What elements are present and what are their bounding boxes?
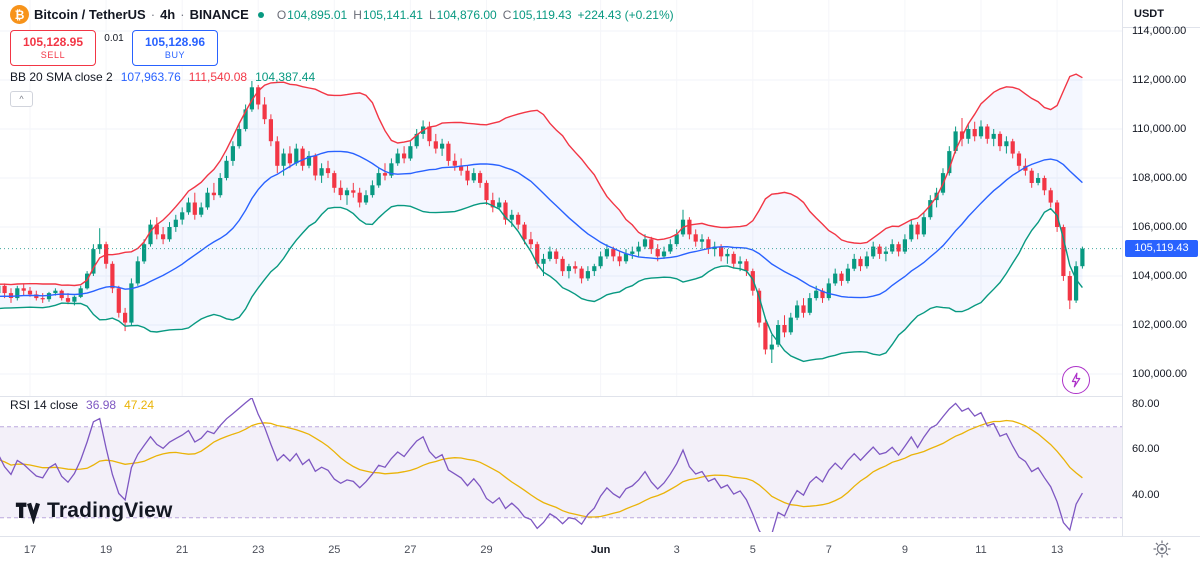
lightning-bolt-icon — [1071, 372, 1081, 388]
price-axis-label: 106,000.00 — [1132, 220, 1188, 233]
interval-label[interactable]: 4h — [160, 7, 176, 22]
symbol-header: ₿ Bitcoin / TetherUS · 4h · BINANCE O104… — [10, 5, 674, 24]
separator-dot: · — [150, 7, 156, 22]
price-axis-label: 114,000.00 — [1132, 24, 1187, 37]
bb-basis-value: 107,963.76 — [120, 70, 181, 84]
bb-lower-value: 104,387.44 — [255, 70, 316, 84]
watermark-text: TradingView — [47, 499, 173, 522]
buy-label: BUY — [164, 50, 186, 60]
time-axis-label: 11 — [975, 544, 987, 556]
gear-icon — [1153, 540, 1171, 558]
time-axis-label: 27 — [404, 544, 417, 556]
open-label: O — [276, 7, 287, 22]
change-value: +224.43 (+0.21%) — [577, 7, 674, 22]
last-price-badge: 105,119.43 — [1125, 240, 1198, 258]
rsi-pane-chart[interactable] — [0, 398, 1122, 532]
low-label: L — [428, 7, 436, 22]
bitcoin-icon: ₿ — [10, 5, 29, 24]
price-axis[interactable]: USDT 105,119.43 114,000.00 112,000.00 110,… — [1122, 0, 1200, 536]
time-axis-label: 29 — [480, 544, 493, 556]
tradingview-watermark: TradingView — [14, 498, 173, 524]
time-axis-label: 25 — [328, 544, 341, 556]
time-axis-label: 19 — [99, 544, 113, 556]
close-label: C — [502, 7, 512, 22]
price-axis-label: 104,000.00 — [1132, 269, 1188, 282]
time-axis-label: 17 — [23, 544, 37, 556]
bb-upper-value: 111,540.08 — [188, 70, 248, 84]
time-axis-label: 3 — [673, 544, 680, 556]
tradingview-logo-icon — [15, 502, 40, 524]
price-axis-label: 102,000.00 — [1132, 318, 1188, 331]
bb-indicator-legend[interactable]: BB 20 SMA close 2 107,963.76 111,540.08 … — [10, 70, 315, 84]
rsi-ma-value: 47.24 — [124, 398, 155, 412]
price-axis-label: 100,000.00 — [1132, 367, 1188, 380]
separator-dot: · — [180, 7, 185, 22]
price-axis-label: 108,000.00 — [1132, 171, 1188, 184]
time-axis[interactable]: 17 19 21 23 25 27 29 Jun 3 5 7 9 11 13 — [0, 536, 1200, 562]
time-axis-label: 21 — [176, 544, 189, 556]
time-axis-label: 7 — [825, 544, 832, 556]
time-axis-label: 23 — [252, 544, 265, 556]
rsi-axis-label: 40.00 — [1132, 488, 1160, 501]
low-value: 104,876.00 — [436, 7, 497, 22]
high-value: 105,141.41 — [362, 7, 423, 22]
close-value: 105,119.43 — [512, 7, 572, 22]
buy-price: 105,128.96 — [144, 35, 206, 49]
lightning-trade-button[interactable] — [1062, 366, 1090, 394]
price-axis-label: 112,000.00 — [1132, 73, 1187, 86]
time-axis-label: 5 — [749, 544, 756, 556]
time-axis-label: Jun — [590, 544, 611, 556]
market-open-dot-icon — [257, 11, 264, 18]
price-axis-label: 110,000.00 — [1132, 122, 1187, 135]
open-value: 104,895.01 — [287, 7, 348, 22]
rsi-legend-title: RSI 14 close — [10, 398, 79, 412]
time-axis-label: 9 — [901, 544, 908, 556]
sell-button[interactable]: 105,128.95 SELL — [10, 30, 96, 66]
spread-value: 0.01 — [104, 33, 124, 44]
ohlc-values: O104,895.01 H105,141.41 L104,876.00 C105… — [277, 8, 674, 22]
rsi-value: 36.98 — [86, 398, 117, 412]
sell-label: SELL — [40, 50, 66, 60]
exchange-label[interactable]: BINANCE — [189, 7, 249, 22]
rsi-indicator-legend[interactable]: RSI 14 close 36.98 47.24 — [10, 398, 154, 412]
bb-legend-title: BB 20 SMA close 2 — [10, 70, 113, 84]
time-axis-label: 13 — [1050, 544, 1064, 556]
trade-panel: 105,128.95 SELL 0.01 105,128.96 BUY — [10, 30, 218, 66]
symbol-name[interactable]: Bitcoin / TetherUS — [34, 7, 146, 22]
rsi-axis-label: 60.00 — [1132, 443, 1160, 455]
currency-label: USDT — [1123, 0, 1200, 28]
sell-price: 105,128.95 — [22, 35, 84, 49]
buy-button[interactable]: 105,128.96 BUY — [132, 30, 218, 66]
high-label: H — [353, 7, 362, 22]
collapse-legend-button[interactable]: ^ — [10, 91, 33, 107]
pane-separator — [0, 396, 1200, 397]
timezone-settings-button[interactable] — [1152, 539, 1172, 559]
main-price-chart[interactable] — [0, 0, 1122, 396]
rsi-axis-label: 80.00 — [1132, 397, 1160, 410]
